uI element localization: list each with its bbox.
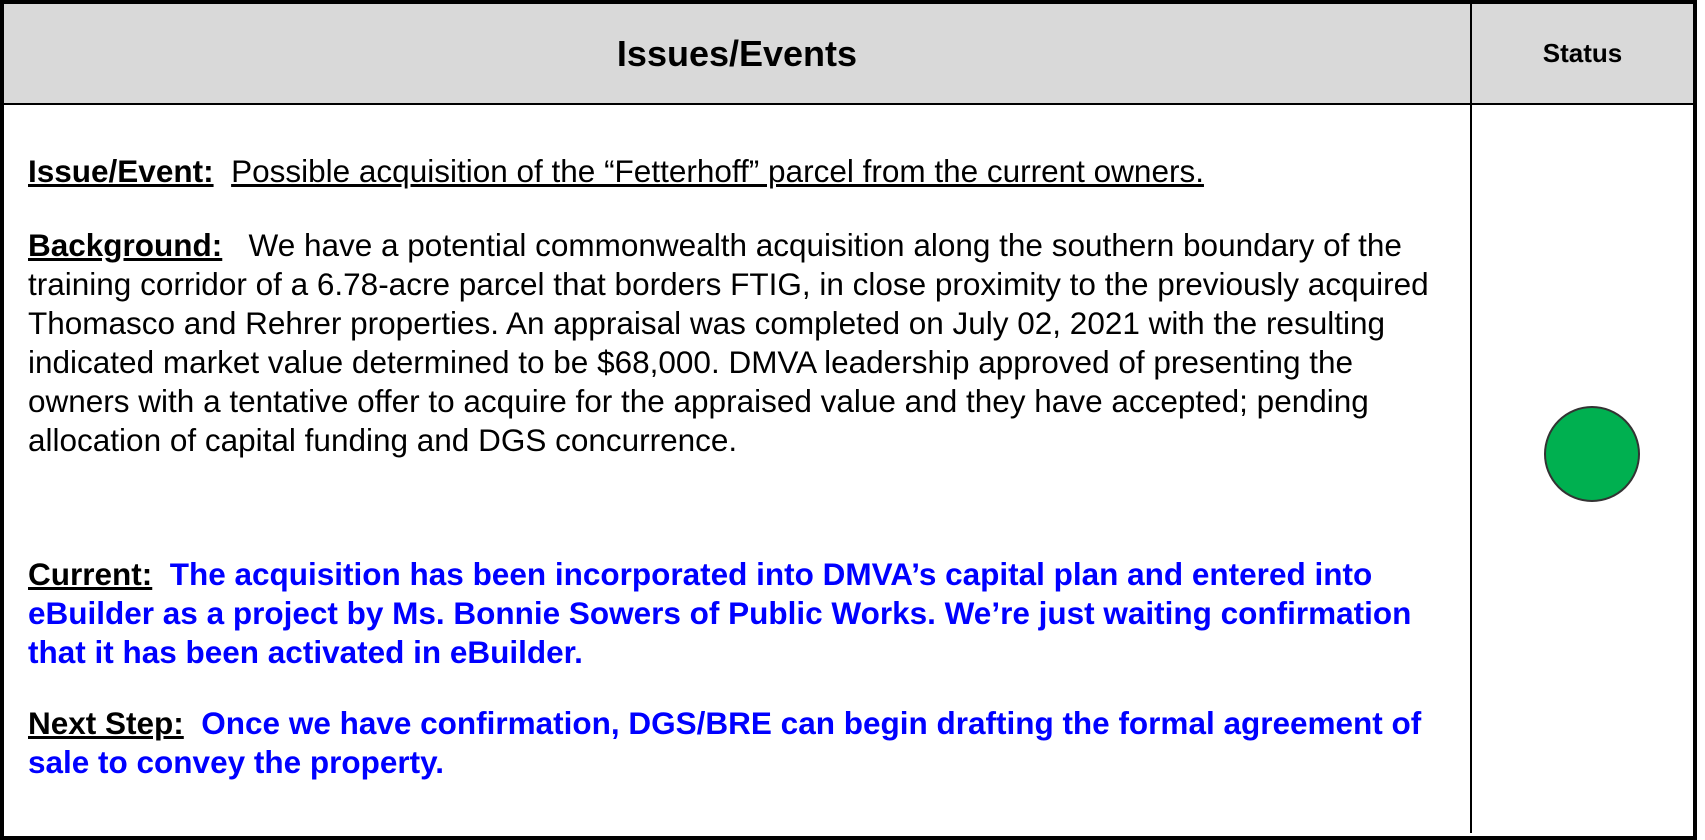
text: We have a potential commonwealth acquisi… [28,227,1429,458]
label: Current: [28,556,153,592]
text: Possible acquisition of the “Fetterhoff”… [231,153,1204,189]
header-cell: Status [1472,4,1693,105]
label: Next Step: [28,705,184,741]
label: Issue/Event: [28,153,214,189]
label: Background: [28,227,223,263]
next-step-section: Next Step: Once we have confirmation, DG… [28,704,1448,782]
header-status: Status [1542,38,1623,68]
background-section: Background: We have a potential commonwe… [28,226,1448,460]
current-section: Current: The acquisition has been incorp… [28,555,1448,672]
header-cell: Issues/Events [4,4,1470,105]
text: Once we have confirmation, DGS/BRE can b… [28,705,1422,780]
issue-section: Issue/Event: Possible acquisition of the… [28,152,1448,191]
text: The acquisition has been incorporated in… [28,556,1412,670]
header-title: Issues/Events [616,32,858,74]
status-indicator [1544,406,1640,502]
column-divider [1470,4,1472,833]
